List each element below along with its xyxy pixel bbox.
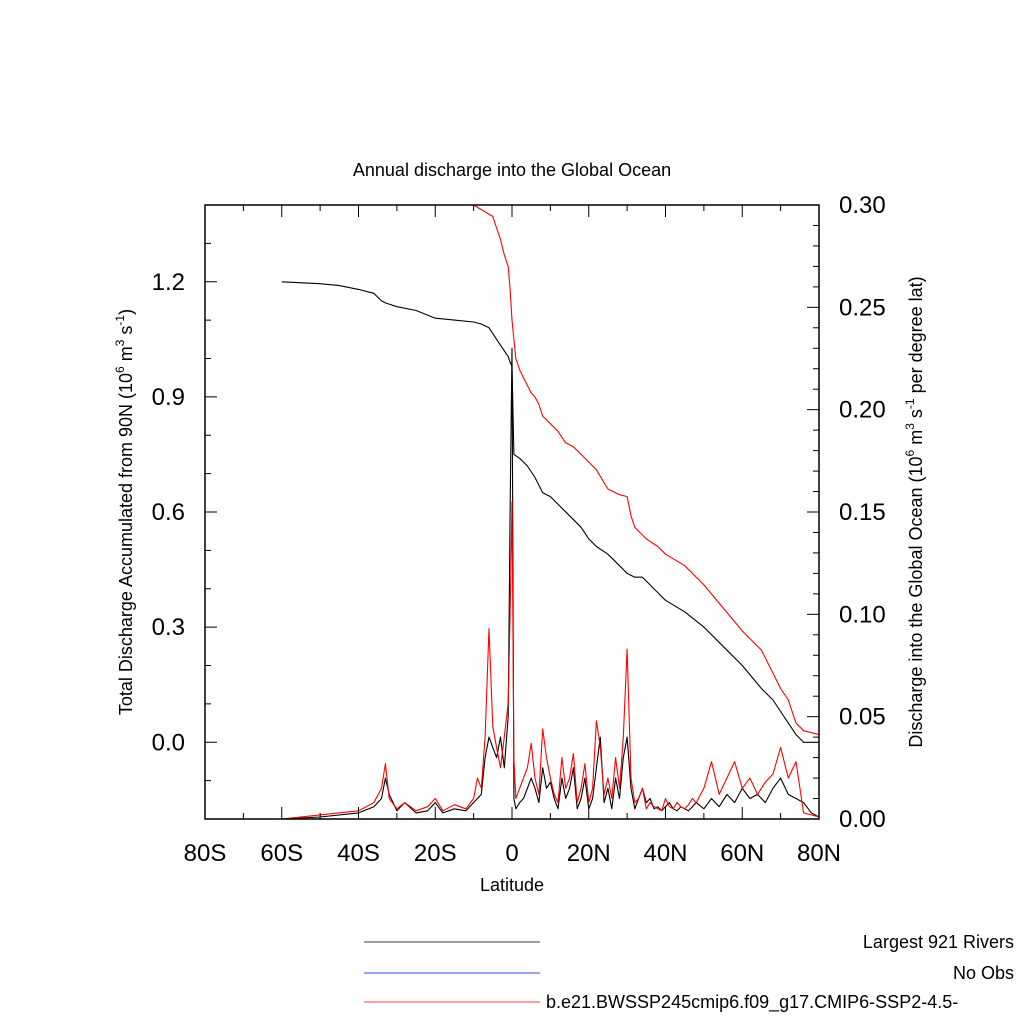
x-tick-label: 60N <box>720 840 764 867</box>
x-tick-label: 0 <box>505 840 518 867</box>
x-tick-label: 40S <box>337 840 380 867</box>
legend-label: No Obs <box>953 963 1014 983</box>
y-right-tick-label: 0.15 <box>839 499 886 526</box>
ticks-layer: 80S 60S 40S 20S 0 20N 40N 60N 80N 0.0 0.3 0.6 0.9 1.2… <box>152 192 886 867</box>
series-line-4 <box>205 501 819 819</box>
y-left-tick-label: 0.0 <box>152 729 185 756</box>
series-layer <box>205 205 819 819</box>
y-left-tick-label: 0.3 <box>152 614 185 641</box>
y-left-tick-label: 1.2 <box>152 269 185 296</box>
x-tick-label: 20N <box>567 840 611 867</box>
series-line-1 <box>205 347 819 819</box>
y-right-tick-label: 0.20 <box>839 397 886 424</box>
x-axis-label: Latitude <box>480 875 544 895</box>
x-tick-label: 80S <box>184 840 227 867</box>
x-tick-label: 60S <box>260 840 303 867</box>
y-axis-right-label: Discharge into the Global Ocean (106 m3 … <box>903 276 926 747</box>
legend-label: b.e21.BWSSP245cmip6.f09_g17.CMIP6-SSP2-4… <box>546 992 958 1013</box>
y-right-tick-label: 0.30 <box>839 192 886 219</box>
y-left-tick-label: 0.9 <box>152 384 185 411</box>
x-tick-label: 40N <box>643 840 687 867</box>
legend-label: Largest 921 Rivers <box>863 932 1014 952</box>
legend: Largest 921 Rivers No Obs b.e21.BWSSP245cm… <box>364 932 1014 1013</box>
y-axis-left-label: Total Discharge Accumulated from 90N (10… <box>113 309 136 715</box>
series-line-3 <box>473 205 819 736</box>
y-left-tick-label: 0.6 <box>152 499 185 526</box>
y-right-tick-label: 0.05 <box>839 704 886 731</box>
x-tick-label: 80N <box>797 840 841 867</box>
y-right-tick-label: 0.00 <box>839 806 886 833</box>
series-line-0 <box>281 281 819 743</box>
y-right-tick-label: 0.10 <box>839 601 886 628</box>
x-tick-label: 20S <box>414 840 457 867</box>
y-right-tick-label: 0.25 <box>839 294 886 321</box>
chart-title: Annual discharge into the Global Ocean <box>353 160 671 180</box>
